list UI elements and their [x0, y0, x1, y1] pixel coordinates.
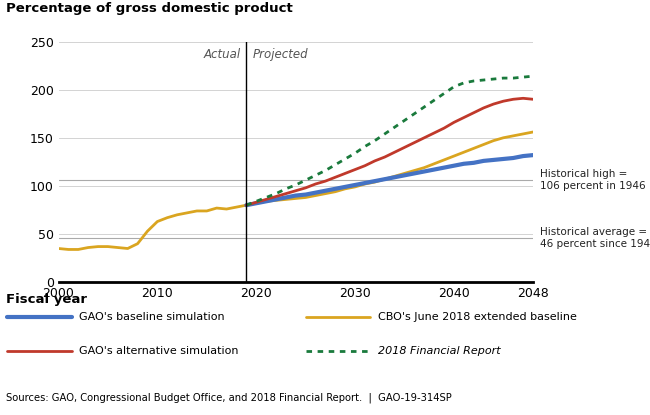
Text: 2018 Financial Report: 2018 Financial Report — [378, 346, 501, 356]
Text: Actual: Actual — [203, 48, 240, 61]
Text: Sources: GAO, Congressional Budget Office, and 2018 Financial Report.  |  GAO-19: Sources: GAO, Congressional Budget Offic… — [6, 392, 452, 403]
Text: Historical high =
106 percent in 1946: Historical high = 106 percent in 1946 — [540, 169, 645, 191]
Text: Percentage of gross domestic product: Percentage of gross domestic product — [6, 2, 293, 15]
Text: Fiscal year: Fiscal year — [6, 293, 88, 305]
Text: Projected: Projected — [252, 48, 308, 61]
Text: GAO's baseline simulation: GAO's baseline simulation — [79, 312, 225, 322]
Text: Historical average =
46 percent since 1946: Historical average = 46 percent since 19… — [540, 227, 650, 249]
Text: GAO's alternative simulation: GAO's alternative simulation — [79, 346, 239, 356]
Text: CBO's June 2018 extended baseline: CBO's June 2018 extended baseline — [378, 312, 577, 322]
